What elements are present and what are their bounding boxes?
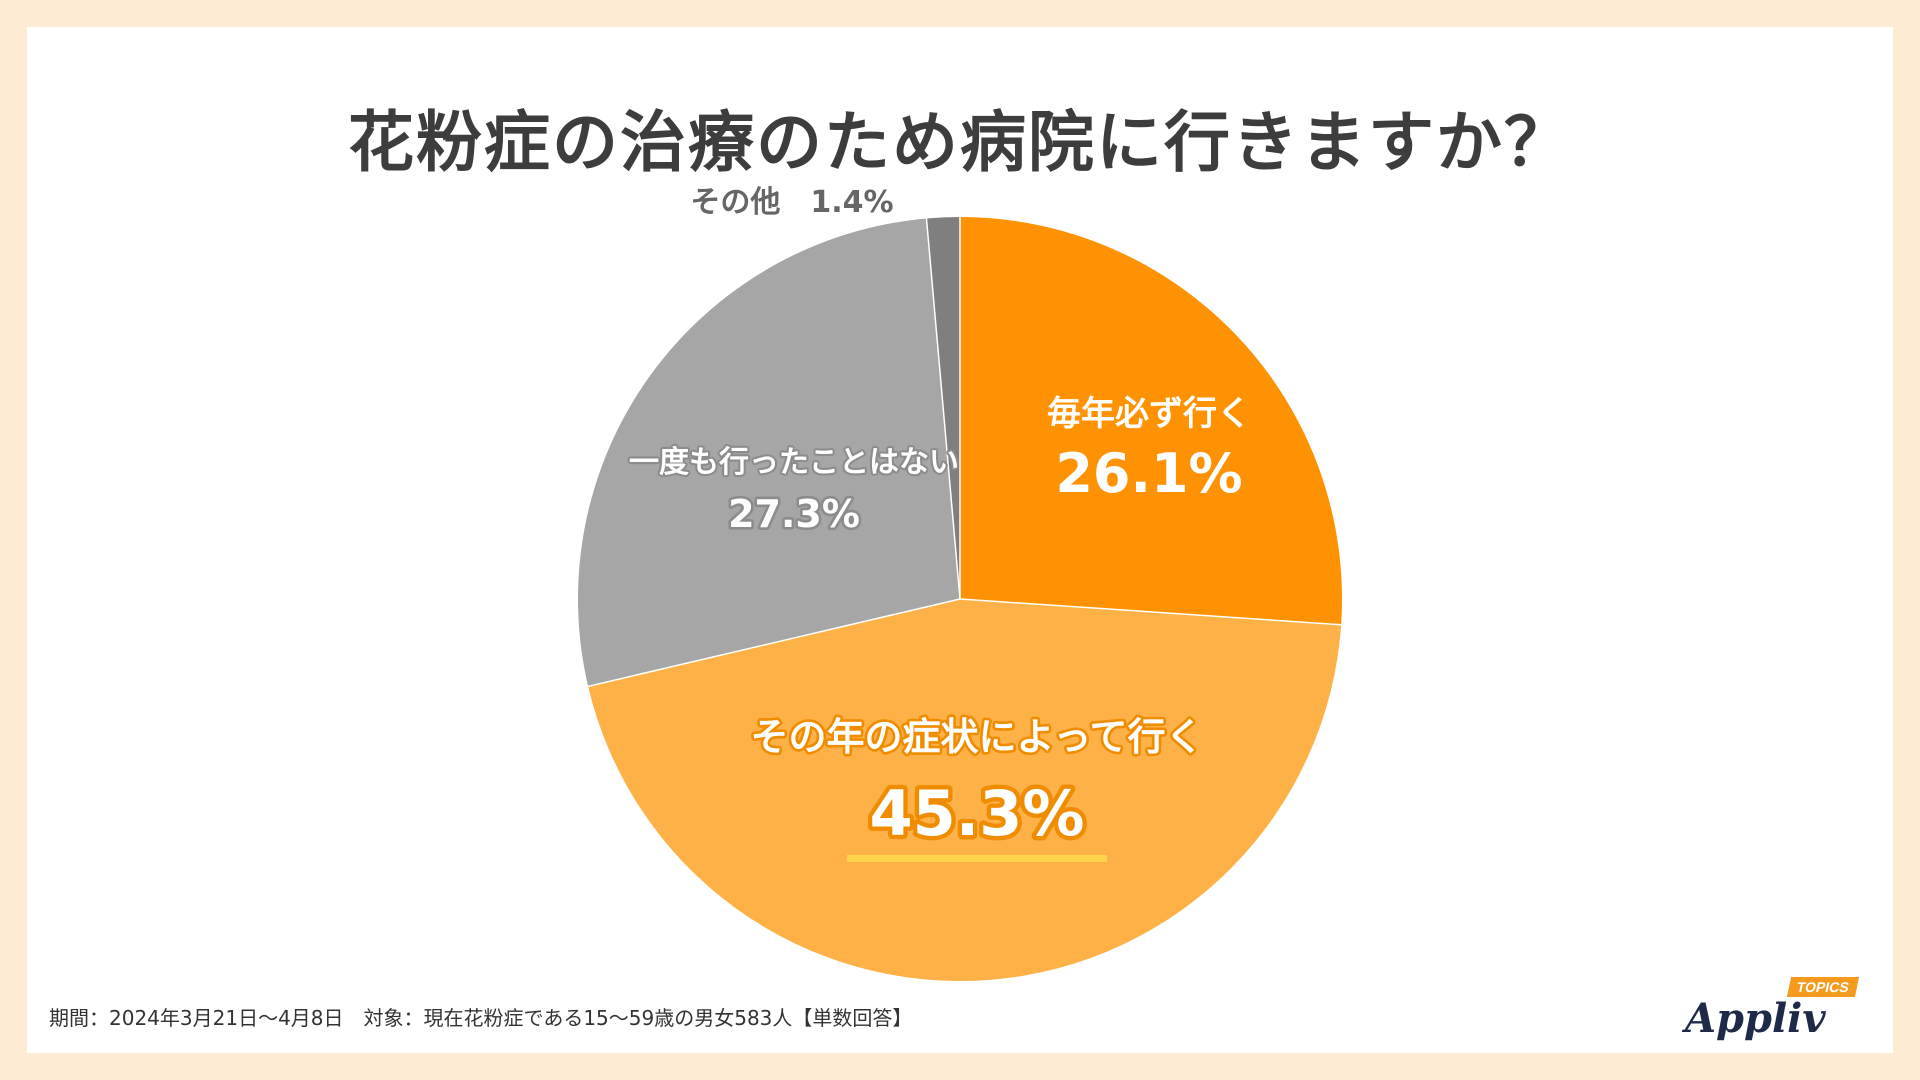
slice-value-3: 27.3% (728, 492, 860, 536)
slice-divider-3 (587, 598, 961, 688)
logo-tag: TOPICS (1786, 977, 1860, 997)
slice-label-1: 毎年必ず行く (1047, 394, 1251, 434)
survey-footnote: 期間：2024年3月21日～4月8日 対象：現在花粉症である15～59歳の男女5… (49, 1006, 913, 1030)
slice-value-2: 45.3% (869, 777, 1084, 850)
applivtopics-logo: TOPICS Appliv (1685, 977, 1875, 1047)
slice-value-1: 26.1% (1055, 442, 1242, 505)
slice-divider-2 (959, 598, 1342, 626)
slice-label-4: その他 1.4% (690, 185, 893, 220)
slice-label-2: その年の症状によって行く (751, 715, 1204, 759)
pie-chart: 毎年必ず行く 26.1% その年の症状によって行く 45.3% 一度も行ったことはない 2… (577, 185, 1343, 982)
chart-title: 花粉症の治療のため病院に行きますか？ (348, 104, 1572, 181)
highlight-underline (847, 855, 1107, 862)
pie-slice-3 (577, 218, 960, 687)
pie-slice-2 (588, 599, 1342, 982)
pie-slice-1 (960, 217, 1343, 625)
slice-label-3: 一度も行ったことはない (629, 445, 959, 480)
chart-card: 花粉症の治療のため病院に行きますか？ 毎年必ず行く 26.1% その年の症状によって… (27, 27, 1893, 1053)
logo-text: Appliv (1685, 995, 1826, 1042)
slice-divider-4 (925, 218, 961, 600)
